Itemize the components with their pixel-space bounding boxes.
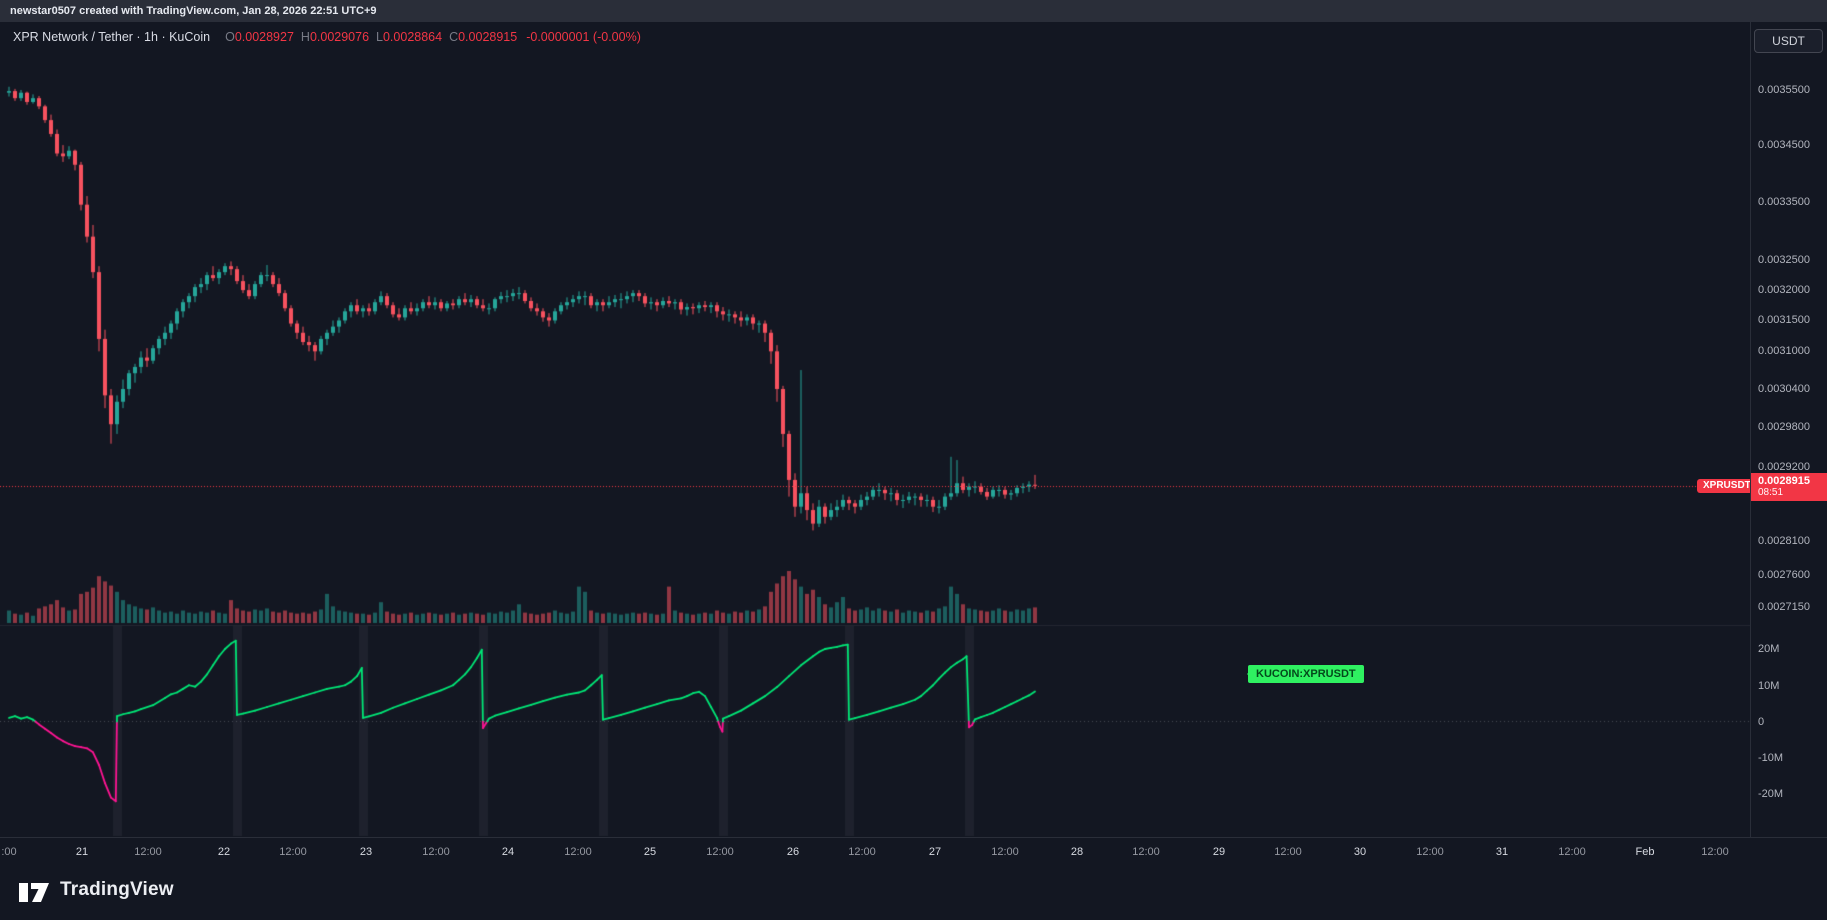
currency-toggle-button[interactable]: USDT bbox=[1754, 29, 1823, 53]
time-axis-label: 26 bbox=[786, 846, 800, 858]
symbol-title[interactable]: XPR Network / Tether · 1h · KuCoin bbox=[13, 30, 211, 44]
ohlc-l-value: 0.0028864 bbox=[382, 30, 443, 44]
price-axis-label: 0.0027600 bbox=[1758, 569, 1810, 581]
time-axis-label: 12:00 bbox=[1558, 846, 1586, 858]
price-axis-label: 0.0028100 bbox=[1758, 535, 1810, 547]
indicator-axis-label: -10M bbox=[1758, 752, 1784, 764]
indicator-axis-label: 20M bbox=[1758, 643, 1780, 655]
time-axis-label: 23 bbox=[359, 846, 373, 858]
time-axis[interactable]: :00 21 12:00 22 12:00 23 12:00 24 12:00 25 12:00 26… bbox=[0, 837, 1827, 866]
ohlc-o-value: 0.0028927 bbox=[234, 30, 294, 44]
price-chart-canvas[interactable] bbox=[0, 0, 1750, 837]
ohlc-l-label: L bbox=[376, 30, 383, 44]
time-axis-label: 12:00 bbox=[564, 846, 592, 858]
price-line-symbol-tag: XPRUSDT bbox=[1697, 479, 1757, 493]
time-axis-label: 12:00 bbox=[848, 846, 876, 858]
ohlc-o-label: O bbox=[225, 30, 235, 44]
time-axis-label: Feb bbox=[1635, 846, 1655, 858]
watermark-bar: newstar0507 created with TradingView.com… bbox=[0, 0, 1827, 22]
price-axis-label: 0.0031000 bbox=[1758, 345, 1810, 357]
ohlc-h-label: H bbox=[300, 30, 310, 44]
price-axis-label: 0.0030400 bbox=[1758, 383, 1810, 395]
current-price-value: 0.0028915 bbox=[1758, 475, 1810, 487]
price-axis[interactable]: USDT 0.0028915 08:51 0.0035500 0.0034500 0… bbox=[1750, 22, 1827, 837]
time-axis-label: 12:00 bbox=[706, 846, 734, 858]
ohlc-h-value: 0.0029076 bbox=[309, 30, 370, 44]
price-axis-label: 0.0033500 bbox=[1758, 196, 1810, 208]
tradingview-logo-link[interactable]: TradingView bbox=[18, 877, 174, 903]
price-axis-label: 0.0032500 bbox=[1758, 254, 1810, 266]
ohlc-c-label: C bbox=[449, 30, 459, 44]
time-axis-label: 12:00 bbox=[279, 846, 307, 858]
time-axis-label: 31 bbox=[1495, 846, 1509, 858]
time-axis-label: :00 bbox=[1, 846, 17, 858]
price-axis-label: 0.0031500 bbox=[1758, 314, 1810, 326]
time-axis-label: 25 bbox=[643, 846, 657, 858]
symbol-legend: XPR Network / Tether · 1h · KuCoin O0.002… bbox=[13, 30, 641, 44]
indicator-source-tag[interactable]: KUCOIN:XPRUSDT bbox=[1248, 665, 1364, 683]
candle-countdown: 08:51 bbox=[1758, 487, 1784, 498]
footer-bar: TradingView bbox=[0, 866, 1827, 920]
indicator-axis-label: 0 bbox=[1758, 716, 1765, 728]
tradingview-logo-icon bbox=[19, 883, 49, 902]
time-axis-label: 12:00 bbox=[1701, 846, 1729, 858]
time-axis-label: 12:00 bbox=[134, 846, 162, 858]
time-axis-label: 22 bbox=[217, 846, 231, 858]
time-axis-label: 27 bbox=[928, 846, 942, 858]
time-axis-label: 21 bbox=[75, 846, 89, 858]
price-axis-label: 0.0032000 bbox=[1758, 284, 1810, 296]
ohlc-c-value: 0.0028915 bbox=[458, 30, 518, 44]
price-axis-label: 0.0029200 bbox=[1758, 461, 1810, 473]
ohlc-change: -0.0000001 (-0.00%) bbox=[526, 30, 641, 44]
time-axis-label: 12:00 bbox=[991, 846, 1019, 858]
time-axis-label: 24 bbox=[501, 846, 515, 858]
time-axis-label: 12:00 bbox=[1274, 846, 1302, 858]
tradingview-brand-text: TradingView bbox=[60, 879, 174, 900]
time-axis-label: 30 bbox=[1353, 846, 1367, 858]
time-axis-label: 12:00 bbox=[1416, 846, 1444, 858]
time-axis-label: 29 bbox=[1212, 846, 1226, 858]
price-axis-label: 0.0034500 bbox=[1758, 139, 1810, 151]
indicator-axis-label: 10M bbox=[1758, 680, 1780, 692]
watermark-text: newstar0507 created with TradingView.com… bbox=[10, 5, 377, 17]
time-axis-label: 12:00 bbox=[422, 846, 450, 858]
indicator-axis-label: -20M bbox=[1758, 788, 1784, 800]
price-axis-label: 0.0027150 bbox=[1758, 601, 1810, 613]
time-axis-label: 12:00 bbox=[1132, 846, 1160, 858]
current-price-tag: 0.0028915 08:51 bbox=[1751, 473, 1827, 501]
price-axis-label: 0.0035500 bbox=[1758, 84, 1810, 96]
time-axis-label: 28 bbox=[1070, 846, 1084, 858]
price-axis-label: 0.0029800 bbox=[1758, 421, 1810, 433]
